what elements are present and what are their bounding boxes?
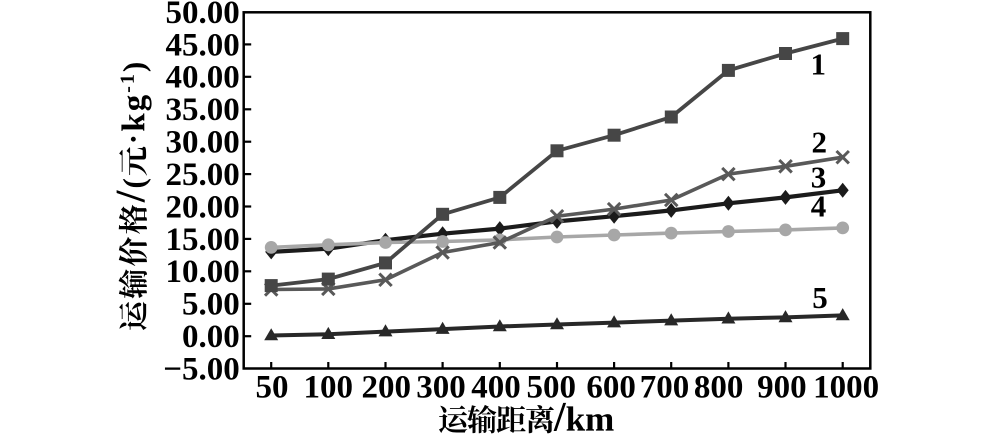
svg-text:300: 300 <box>416 369 466 405</box>
svg-text:35.00: 35.00 <box>166 92 240 128</box>
svg-text:−5.00: −5.00 <box>163 352 240 388</box>
svg-text:10.00: 10.00 <box>166 254 240 290</box>
svg-text:600: 600 <box>586 369 636 405</box>
svg-text:700: 700 <box>640 369 690 405</box>
svg-text:100: 100 <box>304 369 354 405</box>
svg-text:2: 2 <box>811 124 827 159</box>
svg-text:30.00: 30.00 <box>166 125 240 161</box>
svg-text:5.00: 5.00 <box>182 287 240 323</box>
svg-text:4: 4 <box>811 188 827 223</box>
svg-text:500: 500 <box>526 369 576 405</box>
svg-text:5: 5 <box>812 280 828 315</box>
svg-text:800: 800 <box>694 369 744 405</box>
svg-text:50: 50 <box>256 369 289 405</box>
svg-text:20.00: 20.00 <box>166 189 240 225</box>
svg-text:15.00: 15.00 <box>166 222 240 258</box>
svg-text:50.00: 50.00 <box>166 0 240 31</box>
svg-text:40.00: 40.00 <box>166 60 240 96</box>
svg-text:25.00: 25.00 <box>166 157 240 193</box>
svg-text:200: 200 <box>361 369 411 405</box>
svg-text:400: 400 <box>471 369 521 405</box>
svg-text:1: 1 <box>811 47 827 82</box>
svg-text:1000: 1000 <box>813 369 879 405</box>
svg-text:3: 3 <box>811 160 827 195</box>
svg-text:45.00: 45.00 <box>166 27 240 63</box>
svg-text:900: 900 <box>757 369 807 405</box>
svg-text:0.00: 0.00 <box>182 319 240 355</box>
